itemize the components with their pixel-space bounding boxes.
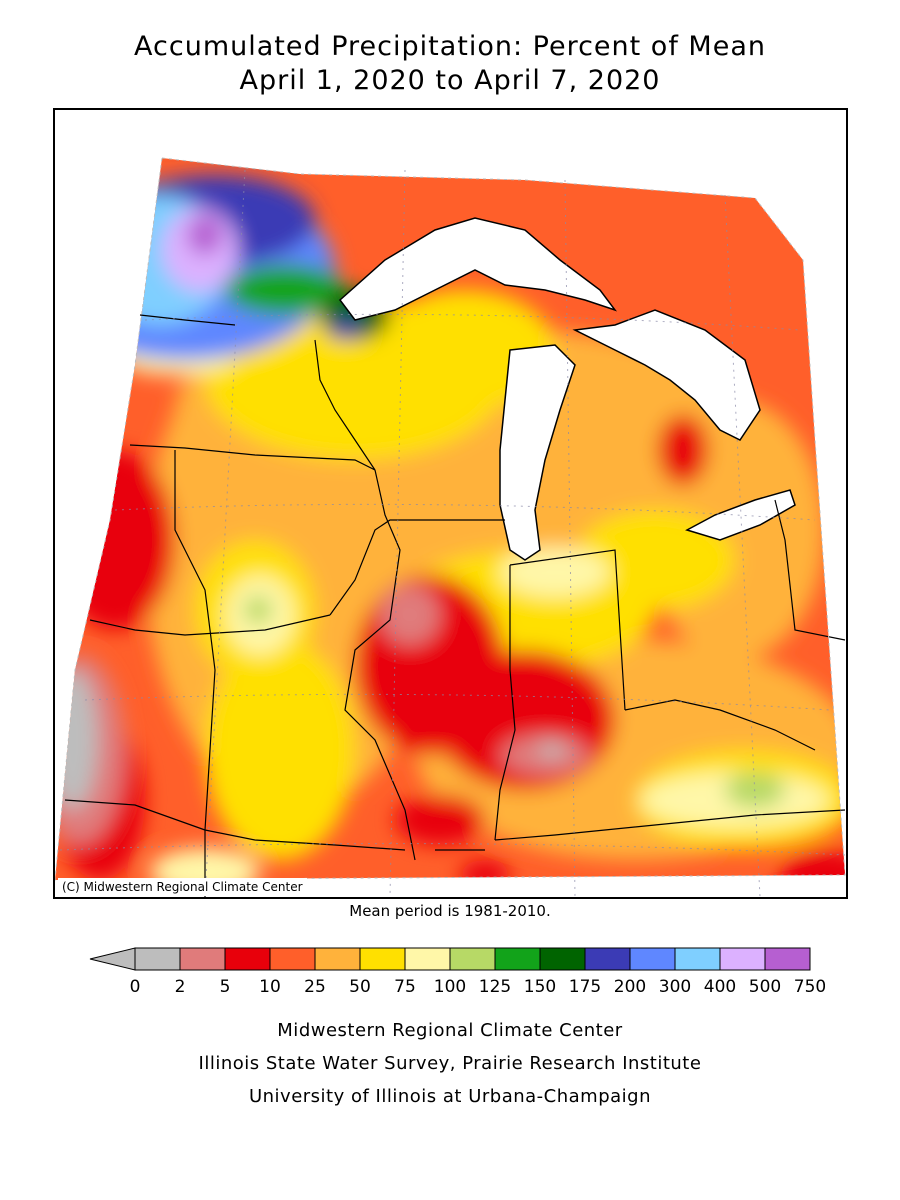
- credit-line-2: Illinois State Water Survey, Prairie Res…: [198, 1053, 702, 1074]
- map-date-range: April 1, 2020 to April 7, 2020: [239, 65, 661, 96]
- legend-tick-label: 0: [130, 977, 141, 997]
- data-domain-outline: [55, 157, 846, 881]
- mean-period-note: Mean period is 1981-2010.: [349, 902, 551, 920]
- legend-swatch: [314, 947, 361, 971]
- map-canvas: [55, 157, 846, 897]
- lake-superior: [338, 217, 618, 321]
- legend-swatch: [134, 947, 181, 971]
- legend-swatch: [494, 947, 541, 971]
- legend-swatch: [404, 947, 451, 971]
- legend-tick-label: 125: [479, 977, 511, 997]
- lake-huron: [572, 309, 761, 441]
- legend-swatch: [764, 947, 811, 971]
- legend-tick-label: 300: [659, 977, 691, 997]
- credit-line-1: Midwestern Regional Climate Center: [277, 1020, 623, 1041]
- legend-tick-label: 5: [220, 977, 231, 997]
- state-boundaries: [64, 314, 846, 897]
- legend-tick-label: 50: [349, 977, 371, 997]
- legend-tick-label: 2: [175, 977, 186, 997]
- legend-tick-label: 100: [434, 977, 466, 997]
- precipitation-map: [53, 108, 848, 899]
- lake-erie: [685, 489, 796, 541]
- legend-tick-label: 150: [524, 977, 556, 997]
- legend-tick-label: 25: [304, 977, 326, 997]
- legend-swatch: [674, 947, 721, 971]
- map-title: Accumulated Precipitation: Percent of Me…: [134, 31, 766, 62]
- legend-tick-label: 500: [749, 977, 781, 997]
- legend-swatch: [449, 947, 496, 971]
- lake-michigan: [499, 344, 576, 561]
- graticule: [59, 169, 846, 897]
- legend-tick-label: 10: [259, 977, 281, 997]
- legend-swatch: [269, 947, 316, 971]
- legend-tick-label: 175: [569, 977, 601, 997]
- legend-swatch: [629, 947, 676, 971]
- legend-swatch: [179, 947, 226, 971]
- legend-swatch: [584, 947, 631, 971]
- legend-underflow-arrow: [89, 947, 136, 971]
- copyright-notice: (C) Midwestern Regional Climate Center: [58, 878, 307, 896]
- color-scale-legend: 0 2 5 10 25 50 75 100 125 150 175 200 300 400 500 750: [89, 947, 825, 997]
- legend-swatch: [359, 947, 406, 971]
- legend-tick-label: 750: [794, 977, 825, 997]
- great-lakes: [338, 217, 796, 561]
- legend-tick-label: 400: [704, 977, 736, 997]
- legend-swatch: [719, 947, 766, 971]
- legend-tick-label: 75: [394, 977, 416, 997]
- legend-tick-label: 200: [614, 977, 646, 997]
- legend-swatch: [224, 947, 271, 971]
- legend-swatch: [539, 947, 586, 971]
- credit-line-3: University of Illinois at Urbana-Champai…: [248, 1086, 652, 1107]
